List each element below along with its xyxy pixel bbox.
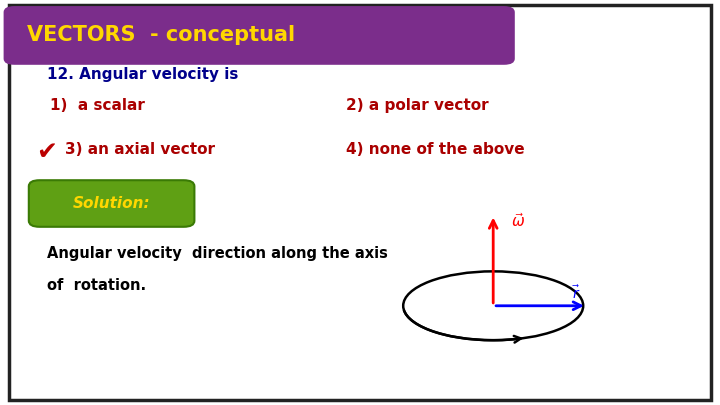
Text: $\vec{\omega}$: $\vec{\omega}$ xyxy=(511,212,526,230)
Text: ✔: ✔ xyxy=(36,140,58,164)
FancyBboxPatch shape xyxy=(29,180,194,227)
Text: $\vec{r}$: $\vec{r}$ xyxy=(572,285,580,303)
Text: Solution:: Solution: xyxy=(73,196,150,211)
Text: 12. Angular velocity is: 12. Angular velocity is xyxy=(47,67,238,83)
Text: Angular velocity  direction along the axis: Angular velocity direction along the axi… xyxy=(47,245,387,261)
Text: 3) an axial vector: 3) an axial vector xyxy=(65,142,215,158)
FancyBboxPatch shape xyxy=(4,6,515,65)
Text: 2) a polar vector: 2) a polar vector xyxy=(346,98,488,113)
Text: 1)  a scalar: 1) a scalar xyxy=(50,98,145,113)
FancyBboxPatch shape xyxy=(9,5,711,400)
Text: 4) none of the above: 4) none of the above xyxy=(346,142,524,158)
Text: VECTORS  - conceptual: VECTORS - conceptual xyxy=(27,25,295,45)
Text: of  rotation.: of rotation. xyxy=(47,278,146,293)
